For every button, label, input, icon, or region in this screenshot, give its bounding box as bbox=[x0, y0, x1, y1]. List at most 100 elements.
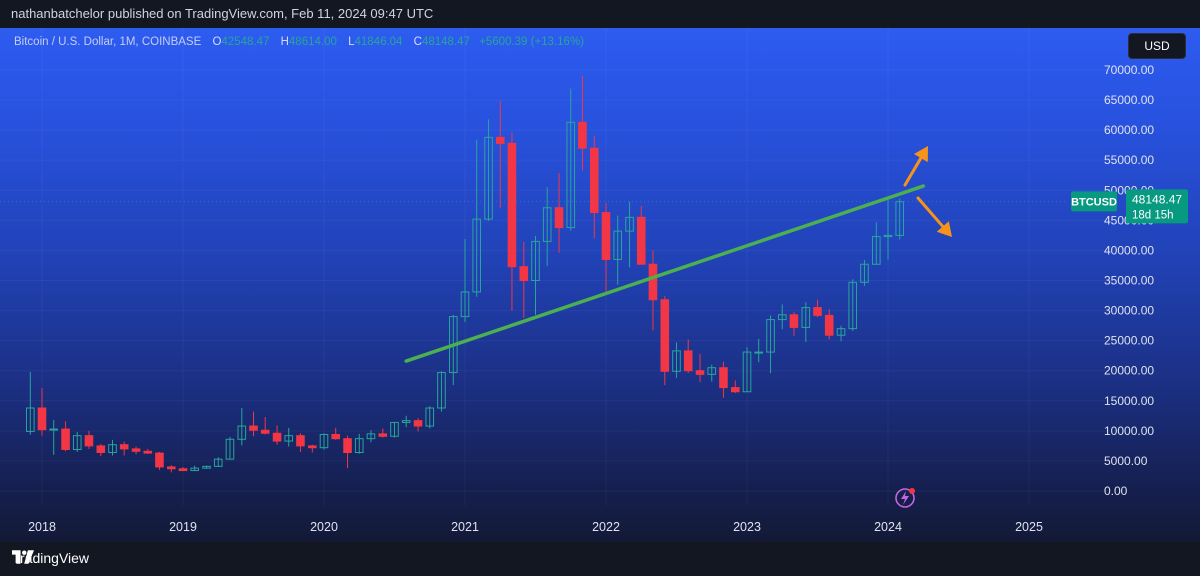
legend-symbol: Bitcoin / U.S. Dollar, 1M, COINBASE bbox=[14, 36, 202, 48]
candle-body bbox=[401, 420, 411, 423]
candle-body bbox=[766, 319, 775, 353]
candle-body bbox=[613, 230, 623, 260]
up-arrow-head bbox=[913, 146, 928, 163]
candle-body bbox=[542, 207, 552, 242]
legend-low-value: 41846.04 bbox=[354, 36, 403, 48]
lightning-alert-icon bbox=[895, 488, 915, 508]
candle-body bbox=[354, 438, 364, 454]
candle-body bbox=[507, 142, 517, 268]
candle-body bbox=[754, 351, 764, 354]
candle-body bbox=[190, 467, 200, 472]
y-tick-label: 25000.00 bbox=[1104, 334, 1154, 348]
candle-body bbox=[343, 438, 352, 454]
y-tick-label: 70000.00 bbox=[1104, 63, 1154, 77]
legend-low-label: L bbox=[348, 36, 355, 48]
candle-body bbox=[378, 433, 388, 437]
x-tick-label: 2019 bbox=[169, 520, 197, 534]
alert-badge bbox=[909, 488, 915, 494]
candle-body bbox=[848, 281, 858, 330]
candle-body bbox=[578, 121, 587, 149]
footer-bar: TradingView bbox=[0, 542, 1200, 576]
lightning-alert-icon-bolt bbox=[901, 491, 909, 505]
candlestick-chart[interactable]: 70000.0065000.0060000.0055000.0050000.00… bbox=[0, 28, 1200, 542]
candle-body bbox=[37, 407, 47, 431]
x-tick-label: 2025 bbox=[1015, 520, 1043, 534]
candle-body bbox=[707, 367, 717, 375]
x-tick-label: 2020 bbox=[310, 520, 338, 534]
candle-body bbox=[249, 425, 258, 431]
publish-line: nathanbatchelor published on TradingView… bbox=[11, 6, 434, 21]
candle-body bbox=[460, 291, 470, 318]
candle-body bbox=[777, 314, 787, 321]
candle-body bbox=[25, 407, 35, 432]
candle-body bbox=[789, 314, 799, 328]
candle-body bbox=[484, 136, 493, 220]
y-tick-label: 10000.00 bbox=[1104, 424, 1154, 438]
price-tag-countdown: 18d 15h bbox=[1132, 209, 1174, 221]
candle-body bbox=[672, 350, 681, 372]
down-arrow-head bbox=[936, 221, 952, 237]
candle-body bbox=[213, 458, 223, 467]
candle-body bbox=[566, 121, 576, 229]
y-tick-label: 15000.00 bbox=[1104, 394, 1154, 408]
legend-high-label: H bbox=[280, 36, 289, 48]
candle-body bbox=[531, 240, 540, 282]
candle-body bbox=[801, 307, 811, 328]
candle-body bbox=[660, 299, 670, 372]
x-tick-label: 2024 bbox=[874, 520, 902, 534]
candle-body bbox=[730, 387, 740, 393]
candle-body bbox=[284, 435, 294, 442]
candle-body bbox=[272, 432, 282, 442]
legend-close-label: C bbox=[413, 36, 422, 48]
tradingview-brand[interactable]: TradingView bbox=[12, 550, 89, 566]
candle-body bbox=[860, 263, 869, 283]
candle-body bbox=[61, 428, 70, 451]
candle-body bbox=[554, 207, 564, 229]
y-tick-label: 0.00 bbox=[1104, 484, 1128, 498]
candle-body bbox=[425, 407, 435, 427]
candle-body bbox=[683, 350, 693, 372]
candle-body bbox=[307, 445, 317, 449]
y-tick-label: 35000.00 bbox=[1104, 274, 1154, 288]
candle-body bbox=[237, 425, 247, 440]
y-tick-label: 40000.00 bbox=[1104, 243, 1154, 257]
candle-body bbox=[813, 307, 822, 316]
ticker-tag[interactable] bbox=[1071, 191, 1117, 212]
publish-header: nathanbatchelor published on TradingView… bbox=[0, 0, 1200, 28]
trendline bbox=[404, 184, 925, 363]
candle-body bbox=[871, 236, 881, 265]
candle-body bbox=[601, 212, 611, 260]
candle-body bbox=[131, 448, 141, 452]
up-arrow-shaft bbox=[903, 156, 923, 187]
chart-panel[interactable]: 70000.0065000.0060000.0055000.0050000.00… bbox=[0, 28, 1200, 542]
candle-body bbox=[413, 420, 423, 427]
price-tag bbox=[1126, 189, 1188, 224]
legend-change: +5600.39 (+13.16%) bbox=[479, 36, 584, 48]
y-tick-label: 55000.00 bbox=[1104, 153, 1154, 167]
candle-body bbox=[390, 421, 399, 437]
candle-body bbox=[366, 433, 376, 440]
y-tick-label: 65000.00 bbox=[1104, 93, 1154, 107]
y-tick-label: 5000.00 bbox=[1104, 454, 1148, 468]
candle-body bbox=[695, 370, 705, 375]
y-tick-label: 60000.00 bbox=[1104, 123, 1154, 137]
candle-body bbox=[519, 266, 529, 282]
candle-body bbox=[319, 433, 329, 449]
candle-body bbox=[719, 367, 728, 389]
legend-close-value: 48148.47 bbox=[421, 36, 470, 48]
candle-body bbox=[472, 218, 482, 293]
legend-open-value: 42548.47 bbox=[221, 36, 270, 48]
candle-body bbox=[166, 466, 176, 470]
candle-body bbox=[155, 452, 164, 468]
candle-body bbox=[895, 201, 905, 236]
candle-body bbox=[119, 444, 129, 450]
candle-body bbox=[143, 450, 153, 454]
x-tick-label: 2018 bbox=[28, 520, 56, 534]
x-tick-label: 2021 bbox=[451, 520, 479, 534]
currency-button[interactable]: USD bbox=[1128, 33, 1186, 59]
candle-body bbox=[178, 468, 188, 472]
candle-body bbox=[589, 147, 599, 214]
candle-body bbox=[636, 216, 646, 265]
ticker-tag-label: BTCUSD bbox=[1071, 196, 1117, 208]
price-tag-price: 48148.47 bbox=[1132, 192, 1182, 206]
